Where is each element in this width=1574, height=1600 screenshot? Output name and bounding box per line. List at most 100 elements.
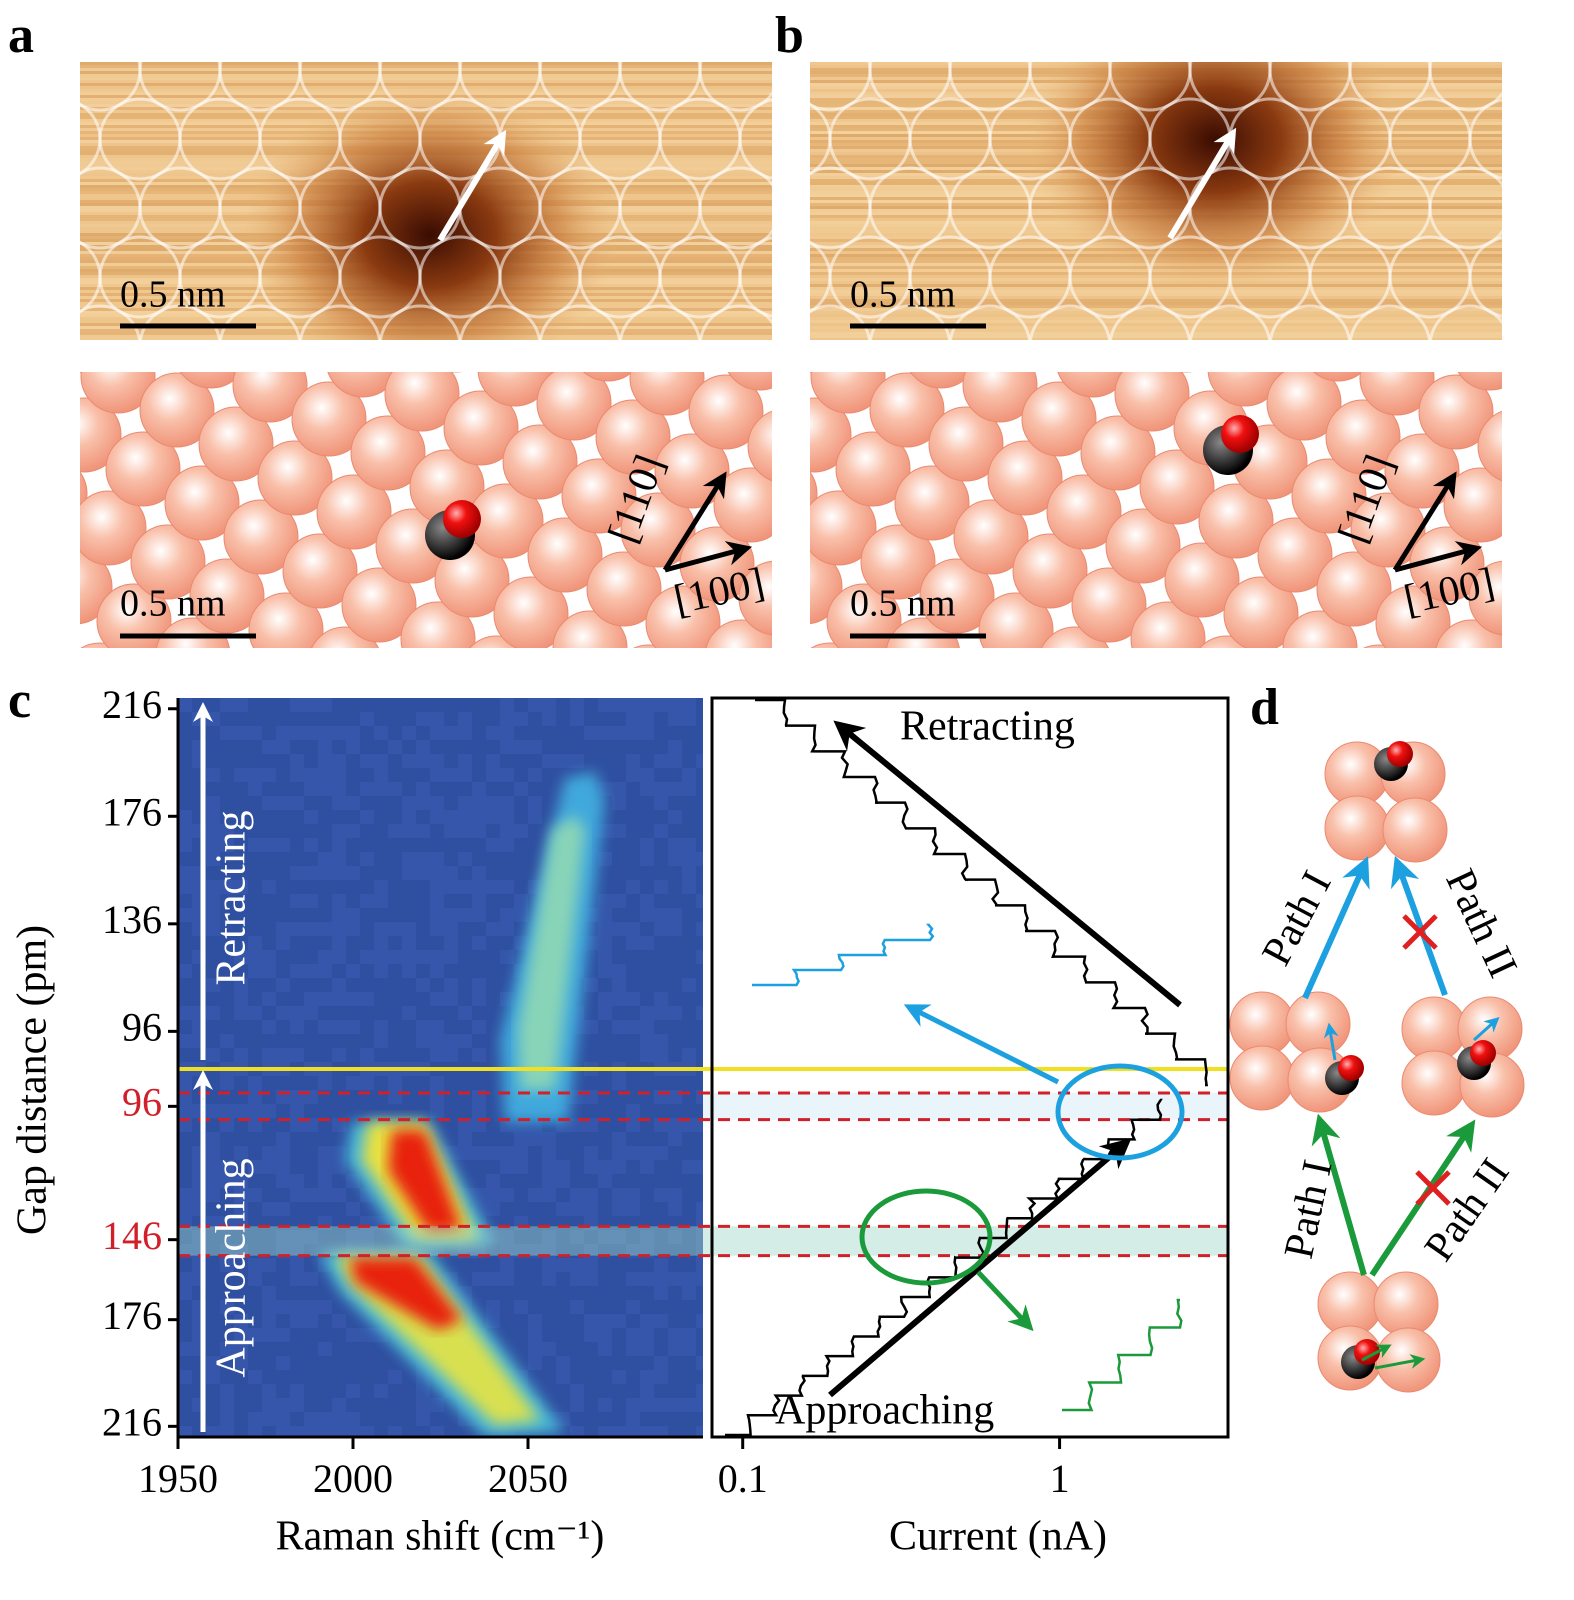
noise-cell [248,838,262,852]
noise-cell [696,950,703,964]
noise-cell [290,922,304,936]
noise-cell [472,908,486,922]
scan-line [80,80,772,83]
atom-outline [100,0,180,41]
cu-atom [1512,350,1574,424]
noise-cell [290,1188,304,1202]
scan-line [810,287,1502,290]
noise-cell [458,796,472,810]
atom-outline [420,0,500,41]
noise-cell [220,698,234,712]
noise-cell [682,1286,696,1300]
noise-cell [542,1272,556,1286]
scan-line [80,68,772,71]
noise-cell [430,754,444,768]
noise-cell [696,1006,703,1020]
noise-cell [472,1048,486,1062]
noise-cell [584,1020,598,1034]
noise-cell [668,1230,682,1244]
noise-cell [388,824,402,838]
noise-cell [346,908,360,922]
noise-cell [528,810,542,824]
noise-cell [570,754,584,768]
noise-cell [598,1342,612,1356]
noise-cell [570,1188,584,1202]
noise-cell [206,1426,220,1437]
noise-cell [682,1118,696,1132]
noise-cell [318,1188,332,1202]
noise-cell [346,824,360,838]
noise-cell [500,838,514,852]
noise-cell [276,1160,290,1174]
noise-cell [472,1146,486,1160]
noise-cell [486,796,500,810]
cu-atom [1071,567,1147,643]
cu-atom [1164,542,1240,618]
noise-cell [318,964,332,978]
cu-atom [1313,372,1363,382]
noise-cell [472,880,486,894]
noise-cell [332,992,346,1006]
plot-frame [710,696,1230,1439]
noise-cell [402,964,416,978]
noise-cell [654,1370,668,1384]
cu-atom [80,490,147,566]
noise-cell [486,726,500,740]
noise-cell [346,866,360,880]
noise-cell [458,726,472,740]
noise-cell [626,1398,640,1412]
noise-cell [276,1146,290,1160]
atom-outline [990,0,1070,41]
cu-atom [727,372,772,391]
noise-cell [612,1426,626,1437]
noise-cell [220,1258,234,1272]
noise-cell [262,1412,276,1426]
cu-atom [909,372,973,389]
noise-cell [388,1370,402,1384]
noise-cell [206,1048,220,1062]
noise-cell [654,824,668,838]
noise-cell [178,1202,192,1216]
highlight-ellipse [859,1188,993,1286]
cu-atom [1477,410,1502,482]
blocked-mark [1402,914,1438,950]
y-tick-label: 216 [102,1400,162,1445]
cu-atom [738,560,772,636]
noise-cell [542,754,556,768]
noise-cell [570,1258,584,1272]
noise-cell [570,1118,584,1132]
cu-atom [443,390,519,466]
noise-cell [556,1160,570,1174]
cu-atom [835,431,911,507]
noise-cell [640,1384,654,1398]
noise-cell [458,1132,472,1146]
noise-cell [290,1020,304,1034]
noise-cell [696,894,703,908]
scan-line [810,323,1502,326]
noise-cell [304,866,318,880]
highlight-band [703,1093,1228,1120]
noise-cell [346,1426,360,1437]
scale-bar-label: 0.5 nm [850,583,956,625]
noise-cell [220,1412,234,1426]
noise-cell [220,824,234,838]
noise-cell [500,1160,514,1174]
noise-cell [486,1272,500,1286]
noise-cell [668,852,682,866]
noise-cell [290,964,304,978]
atom-outline [378,304,462,340]
noise-cell [514,782,528,796]
noise-cell [514,908,528,922]
noise-cell [542,1160,556,1174]
noise-cell [206,1160,220,1174]
noise-cell [360,810,374,824]
noise-cell [374,782,388,796]
noise-cell [262,1160,276,1174]
noise-cell [332,782,346,796]
cu-atom [962,372,1038,423]
current-trace [752,923,935,987]
noise-cell [346,1230,360,1244]
noise-cell [290,1048,304,1062]
noise-cell [290,1426,304,1437]
noise-cell [654,1314,668,1328]
